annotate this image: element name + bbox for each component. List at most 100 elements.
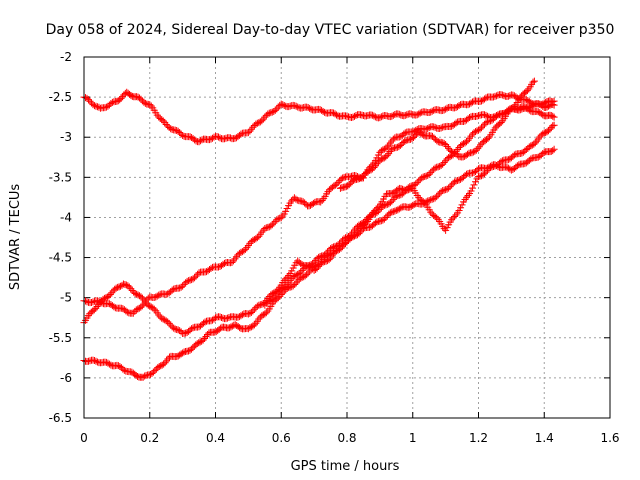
data-point [291,102,299,110]
data-point [89,298,97,306]
data-point [249,123,257,131]
data-point [227,323,235,331]
data-point [258,117,266,125]
data-point [492,92,500,100]
x-axis-label: GPS time / hours [291,459,400,474]
data-point [516,106,524,114]
data-point [361,217,369,225]
data-point [491,92,499,100]
data-point [333,180,341,188]
data-point [447,147,455,155]
data-point [223,314,231,322]
x-tick-label: 0.8 [337,431,356,445]
data-point [295,269,303,277]
data-point [342,112,350,120]
data-point [507,166,515,174]
data-point [489,115,497,123]
data-point [379,155,387,163]
data-point [510,151,518,159]
data-point [216,313,224,321]
data-point [473,112,481,120]
data-point [458,201,466,209]
data-point [134,305,142,313]
data-point [132,306,140,314]
data-point [386,209,394,217]
data-point [419,198,427,206]
data-point [440,139,448,147]
y-tick-label: -3 [60,130,72,144]
data-point [205,329,213,337]
data-point [401,187,409,195]
data-point [270,294,278,302]
data-point [84,96,92,104]
data-point [546,125,554,133]
data-point [105,360,113,368]
data-point [292,279,300,287]
data-point [189,275,197,283]
data-point [388,137,396,145]
data-point [102,294,110,302]
data-point [430,106,438,114]
data-point [498,157,506,165]
data-point [241,245,249,253]
data-point [146,101,154,109]
data-point [393,143,401,151]
data-point [496,120,504,128]
data-point [415,177,423,185]
data-point [550,113,558,121]
data-point [333,111,341,119]
data-point [255,301,263,309]
data-point [409,133,417,141]
data-point [504,108,512,116]
data-point [144,301,152,309]
data-point [315,262,323,270]
data-point [424,124,432,132]
data-point [373,218,381,226]
data-point [337,238,345,246]
data-point [427,169,435,177]
data-point [322,257,330,265]
data-point [406,183,414,191]
data-point [240,247,248,255]
data-point [149,304,157,312]
data-point [445,154,453,162]
data-point [177,328,185,336]
data-point [151,367,159,375]
data-point [136,94,144,102]
data-point [89,101,97,109]
data-point [317,198,325,206]
data-point [425,196,433,204]
data-point [225,313,233,321]
data-point [383,200,391,208]
data-point [425,170,433,178]
data-point [497,158,505,166]
data-point [324,248,332,256]
x-tick-label: 1.4 [535,431,554,445]
data-point [550,145,558,153]
data-point [410,200,418,208]
data-point [141,99,149,107]
data-point [437,124,445,132]
data-point [549,112,557,120]
data-point [504,156,512,164]
data-point [377,155,385,163]
x-tick-label: 1 [409,431,417,445]
data-point [431,164,439,172]
data-point [304,104,312,112]
data-point [469,98,477,106]
data-point [433,137,441,145]
data-point [340,235,348,243]
data-point [262,309,270,317]
data-point [395,110,403,118]
data-point [380,201,388,209]
data-point [307,105,315,113]
data-point [319,258,327,266]
data-point [396,142,404,150]
data-point [521,160,529,168]
series-6 [336,77,538,192]
data-point [525,143,533,151]
data-point [280,101,288,109]
data-point [530,77,538,85]
data-point [448,181,456,189]
data-point [497,118,505,126]
